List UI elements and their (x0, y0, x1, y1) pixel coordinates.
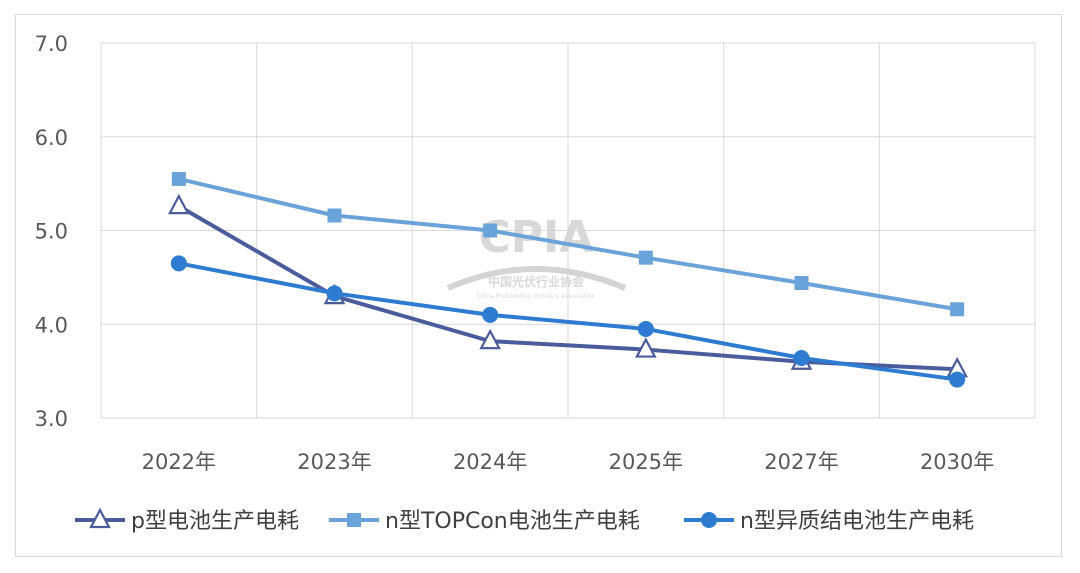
series-line (176, 176, 960, 312)
data-point (794, 276, 809, 290)
legend-label: n型TOPCon电池生产电耗 (385, 509, 640, 534)
legend-marker (701, 512, 717, 528)
legend: p型电池生产电耗 n型TOPCon电池生产电耗 n型异质结电池生产电耗 (75, 507, 974, 534)
series-3 (170, 255, 966, 388)
legend-item: p型电池生产电耗 (75, 507, 299, 534)
watermark-org-cn: 中国光伏行业协会 (488, 274, 585, 289)
x-tick-label: 2027年 (764, 450, 838, 474)
watermark-org-en: China Photovoltaic Industry Association (477, 293, 596, 300)
y-tick-label: 4.0 (35, 313, 68, 337)
y-tick-label: 7.0 (35, 32, 68, 56)
gridlines (100, 42, 1036, 419)
data-point (327, 208, 342, 223)
x-axis-ticks: 2022年 2023年 2024年 2025年 2027年 2030年 (142, 450, 995, 474)
y-tick-label: 5.0 (35, 220, 68, 244)
legend-label: p型电池生产电耗 (131, 509, 299, 534)
series-group (168, 171, 968, 388)
x-tick-label: 2025年 (609, 450, 683, 474)
cpia-watermark-logo: CPIA 中国光伏行业协会 China Photovoltaic Industr… (446, 212, 627, 300)
legend-label: n型异质结电池生产电耗 (740, 509, 974, 534)
y-axis-ticks: 3.0 4.0 5.0 6.0 7.0 (35, 32, 68, 431)
series-line (176, 261, 960, 382)
watermark-arc (446, 266, 627, 291)
x-tick-label: 2023年 (297, 450, 371, 474)
data-point (635, 337, 657, 358)
legend-item: n型TOPCon电池生产电耗 (329, 509, 640, 534)
data-point (170, 255, 187, 272)
x-tick-label: 2030年 (920, 450, 994, 474)
data-point (638, 250, 653, 265)
x-tick-label: 2022年 (142, 450, 216, 474)
data-point (483, 223, 498, 238)
y-tick-label: 3.0 (35, 407, 68, 431)
data-point (793, 350, 810, 366)
x-tick-label: 2024年 (453, 450, 527, 474)
series-2 (171, 171, 965, 317)
data-point (171, 171, 186, 186)
data-point (950, 302, 965, 317)
chart-frame (15, 14, 1062, 557)
data-point (949, 371, 966, 388)
data-point (479, 328, 501, 350)
y-tick-label: 6.0 (35, 126, 68, 150)
data-point (326, 285, 343, 302)
data-point (168, 193, 190, 215)
legend-marker (347, 513, 361, 527)
legend-marker (89, 507, 111, 529)
data-point (637, 320, 654, 337)
legend-item: n型异质结电池生产电耗 (684, 509, 974, 534)
data-point (482, 306, 499, 323)
